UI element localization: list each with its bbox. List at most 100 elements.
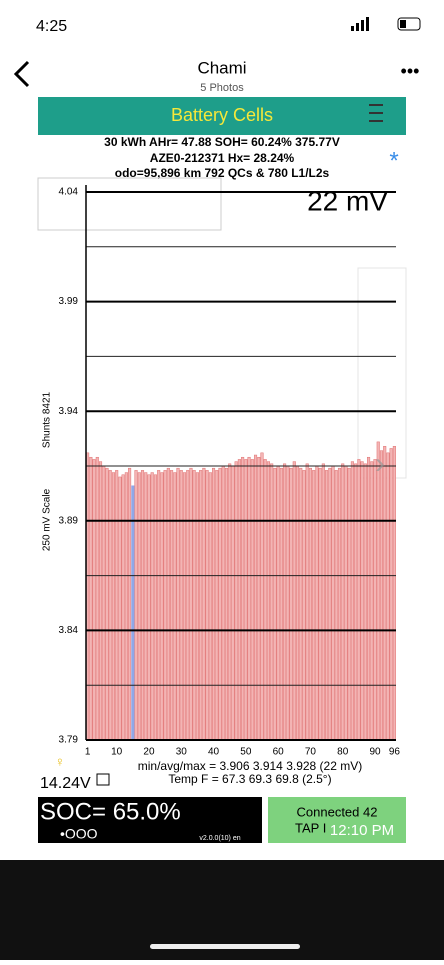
bar — [176, 467, 180, 741]
bluetooth-icon[interactable]: * — [389, 147, 398, 174]
bar — [105, 467, 109, 741]
bar — [302, 470, 306, 741]
more-button[interactable]: ••• — [401, 61, 420, 81]
bar — [257, 456, 261, 741]
tap: TAP I — [295, 820, 326, 835]
x-tick-label: 90 — [369, 747, 381, 758]
bar — [102, 465, 106, 741]
bar — [273, 467, 277, 741]
bar — [247, 456, 251, 741]
bar — [337, 467, 342, 741]
bar — [212, 467, 216, 741]
bar — [325, 470, 329, 741]
bar — [202, 467, 206, 741]
bar — [131, 485, 135, 741]
bar — [208, 472, 212, 741]
version: v2.0.0(10) en — [199, 835, 240, 842]
delta-label: 22 mV — [307, 185, 388, 216]
bar — [160, 472, 164, 741]
bar — [170, 470, 174, 741]
back-button[interactable] — [13, 60, 30, 88]
bar — [98, 461, 103, 741]
bar — [192, 470, 196, 741]
bar — [250, 459, 254, 741]
bar — [312, 470, 316, 741]
bar — [121, 474, 125, 741]
y-tick-label: 3.94 — [59, 406, 79, 417]
x-tick-label: 60 — [273, 747, 285, 758]
bar — [237, 459, 241, 741]
bar — [205, 470, 209, 741]
home-indicator — [150, 944, 300, 949]
y-tick-label: 3.99 — [59, 296, 79, 307]
bar — [115, 470, 119, 741]
bar — [379, 450, 384, 741]
bar — [299, 467, 303, 741]
bar — [341, 463, 345, 741]
bar — [331, 465, 335, 741]
bar — [199, 470, 203, 741]
bar — [283, 463, 287, 741]
bar — [195, 472, 199, 741]
bar — [234, 461, 238, 741]
dashboard — [0, 860, 444, 960]
bar — [228, 463, 232, 741]
x-tick-label: 40 — [208, 747, 220, 758]
header-title: Chami — [197, 58, 246, 77]
x-tick-label: 1 — [85, 747, 91, 758]
bar — [92, 459, 96, 741]
bar — [157, 470, 161, 741]
bar — [244, 459, 248, 741]
bar — [95, 456, 99, 741]
bar — [370, 461, 374, 741]
bar — [140, 470, 145, 741]
menu-button[interactable] — [369, 104, 383, 122]
bar — [347, 467, 351, 741]
bar — [318, 467, 322, 741]
next-arrow[interactable]: › — [375, 447, 385, 480]
bar — [137, 472, 141, 741]
bar — [241, 456, 245, 741]
bar — [292, 461, 296, 741]
bar — [260, 452, 264, 741]
bar — [350, 461, 354, 741]
info-line: AZE0-212371 Hx= 28.24% — [150, 151, 295, 165]
overlay-box — [37, 177, 222, 231]
aux-voltage: 14.24V — [40, 775, 91, 792]
bar — [150, 472, 154, 741]
bar — [128, 467, 132, 741]
bar — [367, 456, 371, 741]
bar — [321, 463, 325, 741]
x-tick-label: 50 — [240, 747, 252, 758]
bar — [134, 470, 138, 741]
bar — [144, 472, 148, 741]
bar — [231, 465, 235, 741]
x-tick-label: 96 — [389, 747, 401, 758]
info-line: odo=95,896 km 792 QCs & 780 L1/L2s — [115, 166, 330, 180]
bar — [179, 470, 183, 741]
y-tick-label: 4.04 — [59, 187, 79, 198]
bar — [376, 441, 380, 741]
bar — [263, 459, 267, 741]
bar — [224, 467, 229, 741]
connected: Connected 42 — [297, 804, 378, 819]
bar — [360, 461, 364, 741]
bar — [215, 470, 219, 741]
status-time: 4:25 — [36, 18, 67, 35]
bar — [166, 467, 170, 741]
bar — [363, 463, 367, 741]
bar — [289, 467, 293, 741]
y-tick-label: 3.84 — [59, 625, 79, 636]
header-subtitle: 5 Photos — [200, 82, 244, 94]
stats-line: Temp F = 67.3 69.3 69.8 (2.5°) — [168, 772, 331, 786]
bar — [189, 467, 193, 741]
x-tick-label: 80 — [337, 747, 349, 758]
bar — [89, 456, 93, 741]
connected-box[interactable] — [268, 797, 406, 843]
y-tick-label: 3.79 — [59, 735, 79, 746]
bar — [308, 467, 312, 741]
x-tick-label: 10 — [111, 747, 123, 758]
app-title: Battery Cells — [171, 105, 273, 125]
bar — [108, 470, 112, 741]
